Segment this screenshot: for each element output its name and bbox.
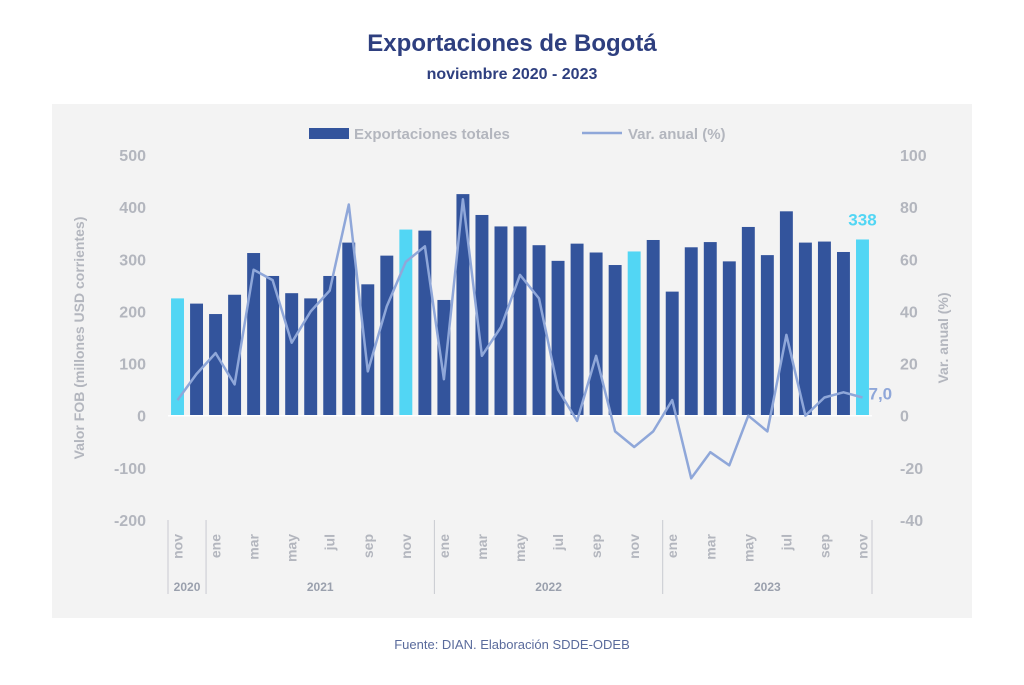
chart-title: Exportaciones de Bogotá [367,30,657,57]
x-tick-label: nov [854,534,870,559]
x-tick-label: mar [474,533,490,559]
bar [304,298,318,416]
bar [608,265,622,416]
end-bar-label: 338 [848,210,876,229]
bar [684,247,698,416]
bar [475,214,489,416]
bar [817,241,831,416]
bar [380,255,394,416]
y-tick-label: 0 [137,409,146,426]
source-note: Fuente: DIAN. Elaboración SDDE-ODEB [394,637,630,652]
x-tick-label: ene [208,534,224,558]
x-tick-label: may [512,534,528,562]
bar [665,291,679,416]
x-tick-label: ene [436,534,452,558]
bar [190,303,204,416]
var-anual-line [176,198,863,480]
year-label: 2022 [535,580,562,594]
y2-tick-label: 0 [900,409,909,426]
bar [342,242,356,416]
bar [361,284,375,416]
bar [209,314,223,416]
bar [551,260,565,416]
bar [646,239,660,416]
bar [494,226,508,416]
bar [228,294,242,416]
x-tick-label: nov [626,534,642,559]
x-tick-label: jul [322,534,338,551]
y-tick-label: 500 [119,148,146,165]
y2-tick-label: 100 [900,148,927,165]
x-tick-label: may [284,534,300,562]
y-tick-label: 400 [119,200,146,217]
end-line-label: 7,0 [868,384,892,403]
x-tick-label: mar [702,533,718,559]
year-label: 2021 [307,580,334,594]
bar [703,242,717,416]
x-tick-label: jul [778,534,794,551]
bar [836,251,850,416]
y-tick-label: -100 [114,461,146,478]
y-tick-label: 100 [119,357,146,374]
y2-tick-label: 60 [900,252,918,269]
y2-tick-label: -20 [900,461,923,478]
bar [399,229,413,416]
bar [437,299,451,416]
bar [741,226,755,416]
legend: Exportaciones totales Var. anual (%) [309,126,726,143]
y2-tick-label: -40 [900,513,923,530]
year-label: 2023 [754,580,781,594]
bar [856,239,869,416]
bar [247,253,261,416]
bar [171,298,184,416]
bar [285,293,299,416]
bar [779,211,793,416]
x-tick-label: sep [360,534,376,558]
bar [627,251,641,416]
bar [323,275,337,416]
x-tick-label: nov [398,534,414,559]
y-tick-label: 200 [119,304,146,321]
bar [570,243,584,416]
chart-subtitle: noviembre 2020 - 2023 [426,66,598,83]
x-tick-label: nov [170,534,186,559]
y2-axis-label: Var. anual (%) [935,292,951,383]
year-label: 2020 [174,580,201,594]
legend-line-label: Var. anual (%) [628,126,726,143]
x-tick-label: sep [816,534,832,558]
x-tick-label: ene [664,534,680,558]
bar [722,261,736,416]
y2-tick-label: 20 [900,357,918,374]
bar [418,230,432,416]
x-tick-label: jul [550,534,566,551]
y2-tick-label: 80 [900,200,918,217]
bar [266,275,280,416]
bar [589,252,603,416]
bar [798,242,812,416]
bar [456,194,470,416]
bar [532,245,546,416]
x-tick-label: may [740,534,756,562]
y2-tick-label: 40 [900,304,918,321]
bar [513,226,527,416]
x-tick-label: mar [246,533,262,559]
bar [760,255,774,416]
y-tick-label: 300 [119,252,146,269]
x-tick-label: sep [588,534,604,558]
legend-bar-swatch [309,128,349,139]
y-axis-label: Valor FOB (millones USD corrientes) [71,217,87,460]
legend-bar-label: Exportaciones totales [354,126,510,143]
y-tick-label: -200 [114,513,146,530]
